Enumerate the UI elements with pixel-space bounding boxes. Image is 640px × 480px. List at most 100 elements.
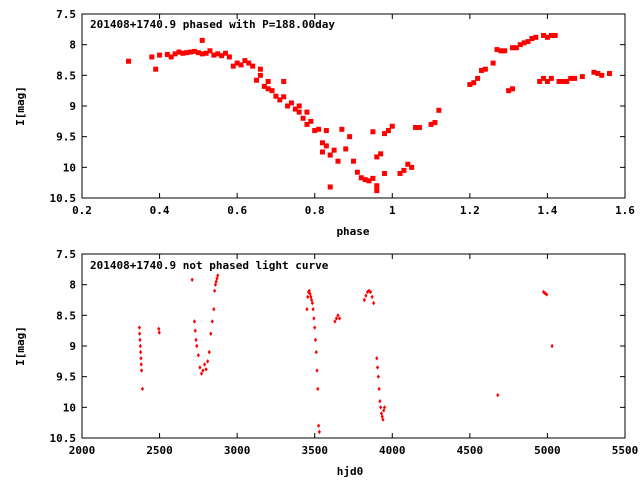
data-point <box>529 36 535 42</box>
data-point <box>308 118 314 124</box>
data-point <box>307 288 311 293</box>
data-point <box>568 75 574 81</box>
y-tick-label: 9 <box>69 100 76 113</box>
data-point <box>139 356 143 361</box>
data-point <box>362 297 366 303</box>
data-point <box>211 52 217 58</box>
data-point <box>513 45 519 51</box>
data-point <box>591 69 597 75</box>
data-point <box>201 368 205 373</box>
data-point <box>323 143 329 149</box>
data-point <box>548 75 554 81</box>
data-point <box>378 151 384 157</box>
x-tick-label: 2500 <box>146 444 173 457</box>
y-tick-label: 10.5 <box>50 192 77 205</box>
data-point <box>541 32 547 38</box>
data-point <box>199 51 205 57</box>
data-point <box>206 359 210 364</box>
data-point <box>362 177 368 183</box>
x-tick-label: 0.2 <box>72 204 92 217</box>
data-point <box>313 337 318 343</box>
data-point <box>413 124 419 130</box>
data-point <box>281 78 287 84</box>
y-tick-label: 7.5 <box>56 248 76 261</box>
x-tick-label: 1 <box>389 204 396 217</box>
data-point <box>385 128 391 134</box>
data-point <box>560 78 566 84</box>
data-point <box>595 70 601 76</box>
data-point <box>209 331 213 336</box>
data-point <box>292 106 298 112</box>
data-point <box>380 414 384 419</box>
data-point <box>339 126 345 132</box>
data-point <box>172 51 178 57</box>
data-point <box>379 405 383 410</box>
data-point <box>541 289 546 295</box>
data-point <box>337 316 342 321</box>
data-point <box>331 147 337 153</box>
data-point <box>138 337 142 343</box>
data-point <box>496 392 500 398</box>
data-point <box>213 288 217 293</box>
data-point <box>510 86 516 92</box>
data-point <box>176 49 182 55</box>
chart-title-unphased: 201408+1740.9 not phased light curve <box>90 259 329 272</box>
data-point <box>467 82 473 88</box>
data-point <box>478 67 484 73</box>
x-tick-label: 3000 <box>224 444 251 457</box>
chart-title-phased: 201408+1740.9 phased with P=188.00day <box>90 18 335 31</box>
data-point <box>377 386 381 392</box>
x-tick-label: 4000 <box>379 444 406 457</box>
x-tick-label: 3500 <box>301 444 328 457</box>
data-point <box>138 343 142 349</box>
data-point <box>334 316 339 321</box>
data-point <box>190 277 194 282</box>
data-point <box>265 86 271 92</box>
data-point <box>310 297 314 303</box>
x-tick-label: 5500 <box>612 444 639 457</box>
data-point <box>234 60 240 66</box>
data-point <box>525 39 531 45</box>
data-point <box>226 54 232 60</box>
data-point <box>199 371 204 376</box>
data-point <box>139 368 144 373</box>
data-point <box>310 300 314 306</box>
data-point <box>285 103 291 109</box>
data-point <box>544 34 550 40</box>
data-point <box>242 58 248 64</box>
data-point <box>316 126 322 132</box>
y-axis-label-unphased: I[mag] <box>14 326 27 366</box>
y-axis-label-phased: I[mag] <box>14 86 27 126</box>
data-point <box>432 120 438 126</box>
data-point <box>327 184 333 190</box>
data-point <box>281 94 287 100</box>
data-point <box>319 149 325 155</box>
data-point <box>153 66 159 72</box>
data-point <box>556 78 562 84</box>
x-tick-label: 0.6 <box>227 204 247 217</box>
data-point <box>382 170 388 176</box>
unphased-light-curve-plot: 201408+1740.9 not phased light curve hjd… <box>14 248 638 478</box>
data-point <box>409 164 415 170</box>
data-point <box>140 386 145 392</box>
data-point <box>544 78 550 84</box>
y-tick-label: 9 <box>69 340 76 353</box>
data-point <box>381 417 385 422</box>
data-point <box>327 152 333 158</box>
y-tick-label: 9.5 <box>56 131 76 144</box>
data-point <box>157 326 161 332</box>
data-point <box>315 368 319 373</box>
phased-light-curve-plot: 201408+1740.9 phased with P=188.00day ph… <box>14 8 635 238</box>
data-point <box>139 362 143 367</box>
data-point <box>382 131 388 137</box>
x-axis-label-phased: phase <box>336 225 369 238</box>
data-point <box>541 75 547 81</box>
data-point <box>502 48 508 54</box>
data-point <box>137 325 142 330</box>
x-tick-label: 0.4 <box>150 204 170 217</box>
data-point <box>168 54 174 60</box>
data-point <box>533 34 539 40</box>
data-point <box>372 300 376 306</box>
data-point <box>351 158 356 164</box>
data-point <box>304 109 310 115</box>
